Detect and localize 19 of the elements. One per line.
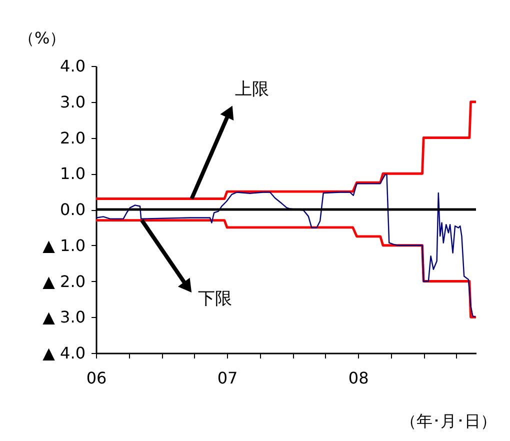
y-tick-label: ▲ 4.0 [42, 344, 86, 362]
x-tick-label: 08 [348, 368, 369, 388]
x-tick-label: 06 [86, 368, 107, 388]
y-tick-label: ▲ 1.0 [42, 236, 86, 255]
y-tick-label: 2.0 [60, 128, 86, 148]
line-series [94, 100, 478, 200]
y-axis-title: （%） [18, 28, 66, 48]
annotation: 上限 [234, 80, 269, 100]
x-axis-title: （年･月･日） [400, 412, 496, 430]
y-tick-label: ▲ 2.0 [42, 272, 86, 291]
annotation: 下限 [198, 289, 232, 310]
y-tick-label: 3.0 [60, 92, 86, 112]
line-series [94, 219, 478, 318]
x-tick-label: 07 [217, 368, 238, 388]
y-tick-label: ▲ 3.0 [42, 308, 86, 327]
line-series [96, 174, 476, 318]
y-tick-label: 0.0 [60, 200, 86, 219]
y-tick-label: 1.0 [60, 164, 86, 184]
y-tick-label: 4.0 [60, 56, 86, 76]
